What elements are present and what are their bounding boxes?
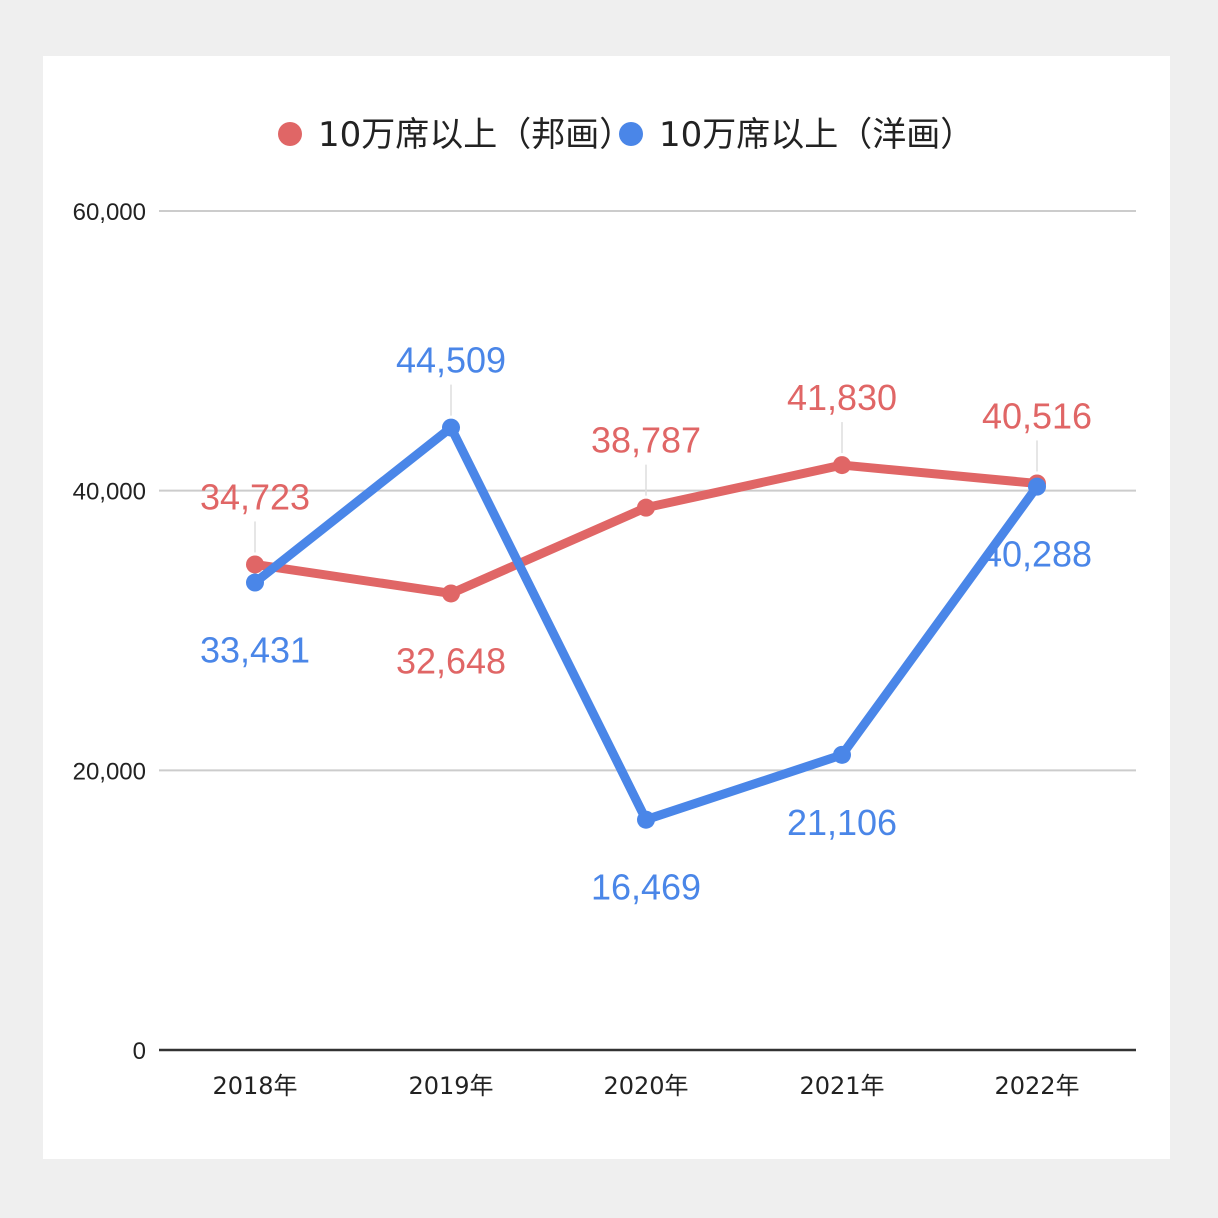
data-point — [833, 745, 851, 764]
data-point — [442, 584, 460, 603]
data-point — [246, 555, 264, 574]
series-layer — [246, 418, 1046, 829]
data-point — [637, 498, 655, 517]
data-labels: 34,723 32,648 38,787 41,830 40,516 33,431 44,5… — [200, 340, 1092, 908]
x-tick-label: 2022年 — [994, 1072, 1079, 1100]
x-tick-label: 2021年 — [799, 1072, 884, 1100]
x-tick-label: 2018年 — [212, 1072, 297, 1100]
data-point — [246, 573, 264, 592]
legend: 10万席以上（邦画） 10万席以上（洋画） — [278, 115, 974, 155]
legend-marker — [278, 122, 302, 146]
data-label: 38,787 — [591, 420, 701, 461]
legend-marker — [619, 122, 643, 146]
y-axis: 0 20,000 40,000 60,000 — [73, 199, 146, 1065]
data-point — [833, 456, 851, 475]
data-label: 40,516 — [982, 395, 1092, 436]
x-tick-label: 2020年 — [603, 1072, 688, 1100]
data-label: 32,648 — [396, 640, 506, 681]
grid-lines — [159, 210, 1136, 772]
data-point — [1028, 477, 1046, 496]
data-label: 34,723 — [200, 476, 310, 517]
y-tick-label: 40,000 — [73, 479, 146, 506]
data-label: 41,830 — [787, 377, 897, 418]
data-point — [637, 810, 655, 829]
data-label: 16,469 — [591, 867, 701, 908]
y-tick-label: 0 — [133, 1038, 146, 1065]
x-axis: 2018年 2019年 2020年 2021年 2022年 — [159, 1048, 1136, 1100]
legend-label: 10万席以上（洋画） — [659, 115, 974, 155]
data-label: 33,431 — [200, 630, 310, 671]
chart-card — [43, 56, 1170, 1159]
y-tick-label: 20,000 — [73, 758, 146, 785]
data-label: 40,288 — [982, 534, 1092, 575]
y-tick-label: 60,000 — [73, 199, 146, 226]
x-tick-label: 2019年 — [408, 1072, 493, 1100]
data-label: 21,106 — [787, 802, 897, 843]
data-label: 44,509 — [396, 340, 506, 381]
legend-label: 10万席以上（邦画） — [318, 115, 633, 155]
data-point — [442, 418, 460, 437]
